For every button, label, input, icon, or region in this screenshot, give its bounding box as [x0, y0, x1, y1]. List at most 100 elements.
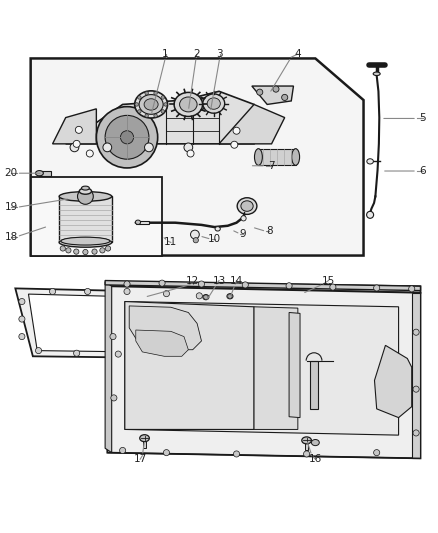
- Circle shape: [163, 290, 170, 297]
- Ellipse shape: [237, 198, 257, 214]
- Circle shape: [120, 447, 126, 454]
- Ellipse shape: [227, 294, 233, 299]
- Polygon shape: [53, 109, 96, 144]
- Text: 15: 15: [322, 276, 335, 286]
- Text: 3: 3: [216, 49, 223, 59]
- Text: 10: 10: [208, 235, 221, 244]
- Circle shape: [413, 430, 419, 436]
- Circle shape: [86, 150, 93, 157]
- Polygon shape: [107, 453, 420, 458]
- Circle shape: [154, 114, 157, 117]
- Circle shape: [75, 126, 82, 133]
- Circle shape: [409, 286, 415, 292]
- Polygon shape: [107, 282, 420, 293]
- Circle shape: [124, 288, 130, 295]
- Circle shape: [124, 281, 130, 287]
- Ellipse shape: [302, 437, 311, 444]
- Circle shape: [273, 86, 279, 92]
- Circle shape: [111, 395, 117, 401]
- Ellipse shape: [254, 149, 262, 165]
- Circle shape: [198, 320, 205, 327]
- FancyBboxPatch shape: [258, 149, 296, 165]
- Ellipse shape: [203, 295, 209, 300]
- Circle shape: [135, 103, 138, 106]
- Ellipse shape: [35, 171, 43, 176]
- Text: 6: 6: [419, 166, 426, 176]
- Ellipse shape: [60, 246, 65, 251]
- FancyBboxPatch shape: [310, 361, 318, 409]
- Ellipse shape: [203, 94, 225, 113]
- Circle shape: [286, 282, 292, 289]
- Polygon shape: [125, 302, 254, 430]
- Circle shape: [78, 189, 93, 204]
- Circle shape: [145, 114, 148, 117]
- Polygon shape: [15, 288, 208, 359]
- Circle shape: [145, 143, 153, 152]
- Ellipse shape: [140, 435, 149, 442]
- Circle shape: [198, 350, 205, 356]
- Circle shape: [120, 131, 134, 144]
- Text: 20: 20: [4, 168, 18, 178]
- Polygon shape: [28, 294, 197, 353]
- Circle shape: [233, 451, 240, 457]
- Text: 13: 13: [212, 276, 226, 286]
- Polygon shape: [105, 280, 420, 290]
- Ellipse shape: [74, 249, 79, 254]
- Text: 19: 19: [4, 203, 18, 212]
- Circle shape: [184, 143, 193, 152]
- Text: 12: 12: [186, 276, 199, 286]
- Circle shape: [282, 94, 288, 101]
- Circle shape: [161, 110, 165, 113]
- FancyBboxPatch shape: [59, 197, 112, 243]
- Circle shape: [231, 141, 238, 148]
- Polygon shape: [105, 282, 112, 453]
- Circle shape: [413, 386, 419, 392]
- Circle shape: [204, 295, 208, 300]
- Ellipse shape: [66, 248, 71, 253]
- FancyBboxPatch shape: [39, 171, 51, 176]
- Circle shape: [105, 115, 149, 159]
- Polygon shape: [31, 177, 162, 255]
- Text: 1: 1: [162, 49, 169, 59]
- Circle shape: [193, 238, 198, 243]
- Circle shape: [233, 127, 240, 134]
- Ellipse shape: [59, 191, 112, 201]
- Circle shape: [70, 143, 79, 152]
- Polygon shape: [107, 286, 420, 458]
- Text: 9: 9: [240, 229, 247, 239]
- Ellipse shape: [241, 201, 253, 211]
- Circle shape: [110, 334, 116, 340]
- Circle shape: [96, 107, 158, 168]
- Circle shape: [35, 348, 42, 354]
- Circle shape: [73, 140, 80, 147]
- Circle shape: [163, 449, 170, 456]
- Circle shape: [413, 329, 419, 335]
- Circle shape: [367, 211, 374, 219]
- Polygon shape: [412, 293, 420, 458]
- Polygon shape: [31, 59, 364, 255]
- Text: 18: 18: [4, 232, 18, 242]
- Ellipse shape: [61, 237, 110, 245]
- Circle shape: [154, 92, 157, 95]
- Circle shape: [304, 451, 310, 457]
- Text: 14: 14: [230, 276, 243, 286]
- Text: 2: 2: [193, 49, 200, 59]
- Ellipse shape: [79, 188, 92, 194]
- Polygon shape: [374, 345, 412, 418]
- Ellipse shape: [144, 99, 158, 110]
- Polygon shape: [136, 330, 188, 356]
- Text: 4: 4: [294, 49, 301, 59]
- Circle shape: [161, 96, 165, 99]
- Ellipse shape: [139, 94, 163, 114]
- Text: 11: 11: [164, 237, 177, 247]
- Ellipse shape: [311, 440, 319, 446]
- Polygon shape: [289, 312, 300, 418]
- Circle shape: [138, 96, 141, 99]
- Polygon shape: [66, 91, 254, 144]
- Polygon shape: [136, 221, 149, 223]
- Ellipse shape: [180, 97, 197, 112]
- Circle shape: [103, 143, 112, 152]
- Circle shape: [330, 284, 336, 290]
- Circle shape: [138, 110, 141, 113]
- Polygon shape: [252, 86, 293, 104]
